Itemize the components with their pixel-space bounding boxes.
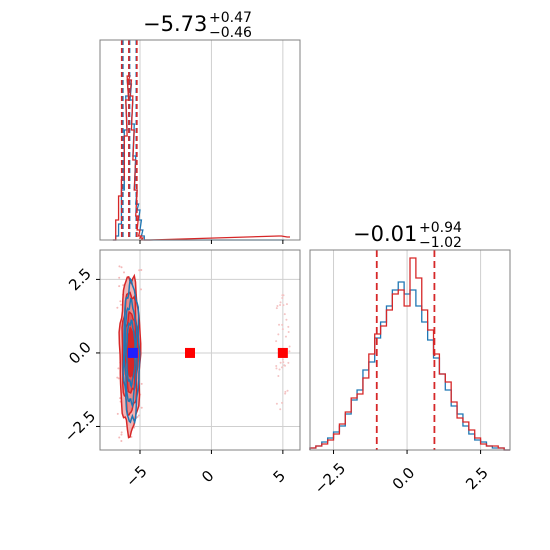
panel-2-sample-point — [138, 269, 141, 272]
panel-1-title-upper: +0.47 — [209, 10, 252, 26]
panel-2-sample-point — [140, 382, 143, 385]
panel-2-sample-point — [280, 366, 283, 369]
panel-2-sample-point — [281, 323, 284, 326]
panel-2-blue-marker — [127, 347, 138, 358]
panel-2-sample-point — [275, 402, 278, 405]
panel-2-sample-point — [136, 416, 139, 419]
panel-2-sample-point — [279, 361, 282, 364]
panel-1-title-median: −5.73 — [143, 12, 207, 36]
panel-2-sample-point — [278, 368, 281, 371]
marginal-histogram-param-1 — [99, 39, 301, 244]
panel-2-sample-point — [120, 433, 123, 436]
panel-2-sample-point — [137, 414, 140, 417]
panel-2-sample-point — [287, 331, 290, 334]
panel-2-sample-point — [287, 361, 290, 364]
panel-3-title-upper: +0.94 — [419, 220, 462, 236]
panel-2-frame — [99, 249, 301, 451]
panel-2-sample-point — [285, 318, 288, 321]
panel-2-sample-point — [277, 333, 280, 336]
panel-2-sample-point — [118, 276, 121, 279]
panel-2-sample-point — [120, 266, 123, 269]
panel-2-blue-contour — [125, 319, 136, 389]
panel-2-sample-point — [288, 345, 291, 348]
panel-2-sample-point — [285, 303, 288, 306]
panel-1-blue-histogram — [112, 79, 285, 241]
panel-2-sample-point — [281, 401, 284, 404]
panel-2-sample-point — [116, 306, 119, 309]
panel-2-sample-point — [281, 358, 284, 361]
panel-2-sample-point — [282, 361, 285, 364]
panel-2-sample-point — [116, 412, 119, 415]
panel-2-sample-point — [287, 325, 290, 328]
panel-2-sample-point — [279, 408, 282, 411]
panel-2-sample-point — [120, 303, 123, 306]
panel-2-sample-point — [277, 374, 280, 377]
panel-2-sample-point — [275, 340, 278, 343]
panel-2-red-marker — [277, 347, 288, 358]
panel-2-sample-point — [284, 390, 287, 393]
panel-3-frame — [309, 249, 511, 451]
panel-2-blue-contour — [123, 297, 138, 409]
panel-2-sample-point — [120, 431, 123, 434]
panel-2-sample-point — [276, 305, 279, 308]
panel-2-sample-point — [284, 335, 287, 338]
panel-3-red-histogram — [309, 257, 510, 451]
panel-2-sample-point — [117, 367, 120, 370]
panel-2-sample-point — [139, 288, 142, 291]
panel-2-sample-point — [288, 350, 291, 353]
panel-3-title-lower: −1.02 — [419, 235, 462, 251]
panel-2-sample-point — [275, 307, 278, 310]
panel-2-sample-point — [281, 294, 284, 297]
panel-2-sample-point — [118, 285, 121, 288]
panel-2-sample-point — [286, 389, 289, 392]
panel-2-sample-point — [282, 304, 285, 307]
panel-1-title-lower: −0.46 — [209, 25, 252, 41]
panel-2-sample-point — [120, 440, 123, 443]
panel-1-frame — [99, 39, 301, 241]
panel-2-sample-point — [118, 436, 121, 439]
panel-3-title: −0.01 +0.94 −1.02 — [353, 220, 462, 251]
panel-2-sample-point — [119, 300, 122, 303]
panel-2-sample-point — [279, 301, 282, 304]
panel-2-plot-area — [100, 250, 300, 450]
panel-2-sample-point — [123, 271, 126, 274]
panel-2-sample-point — [279, 303, 282, 306]
panel-2-sample-point — [117, 377, 120, 380]
panel-2-sample-point — [275, 365, 278, 368]
panel-3-title-median: −0.01 — [353, 222, 417, 246]
panel-2-sample-point — [281, 296, 284, 299]
panel-2-sample-point — [140, 269, 143, 272]
panel-2-red-marker — [185, 347, 195, 358]
panel-2-sample-point — [283, 364, 286, 367]
panel-2-sample-point — [284, 392, 287, 395]
panel-1-title: −5.73 +0.47 −0.46 — [143, 10, 252, 41]
panel-3-blue-histogram — [309, 281, 510, 451]
panel-2-sample-point — [140, 406, 143, 409]
panel-2-sample-point — [283, 313, 286, 316]
panel-2-sample-point — [278, 323, 281, 326]
panel-2-sample-point — [275, 367, 278, 370]
panel-2-sample-point — [281, 328, 284, 331]
panel-2-sample-point — [118, 265, 121, 268]
